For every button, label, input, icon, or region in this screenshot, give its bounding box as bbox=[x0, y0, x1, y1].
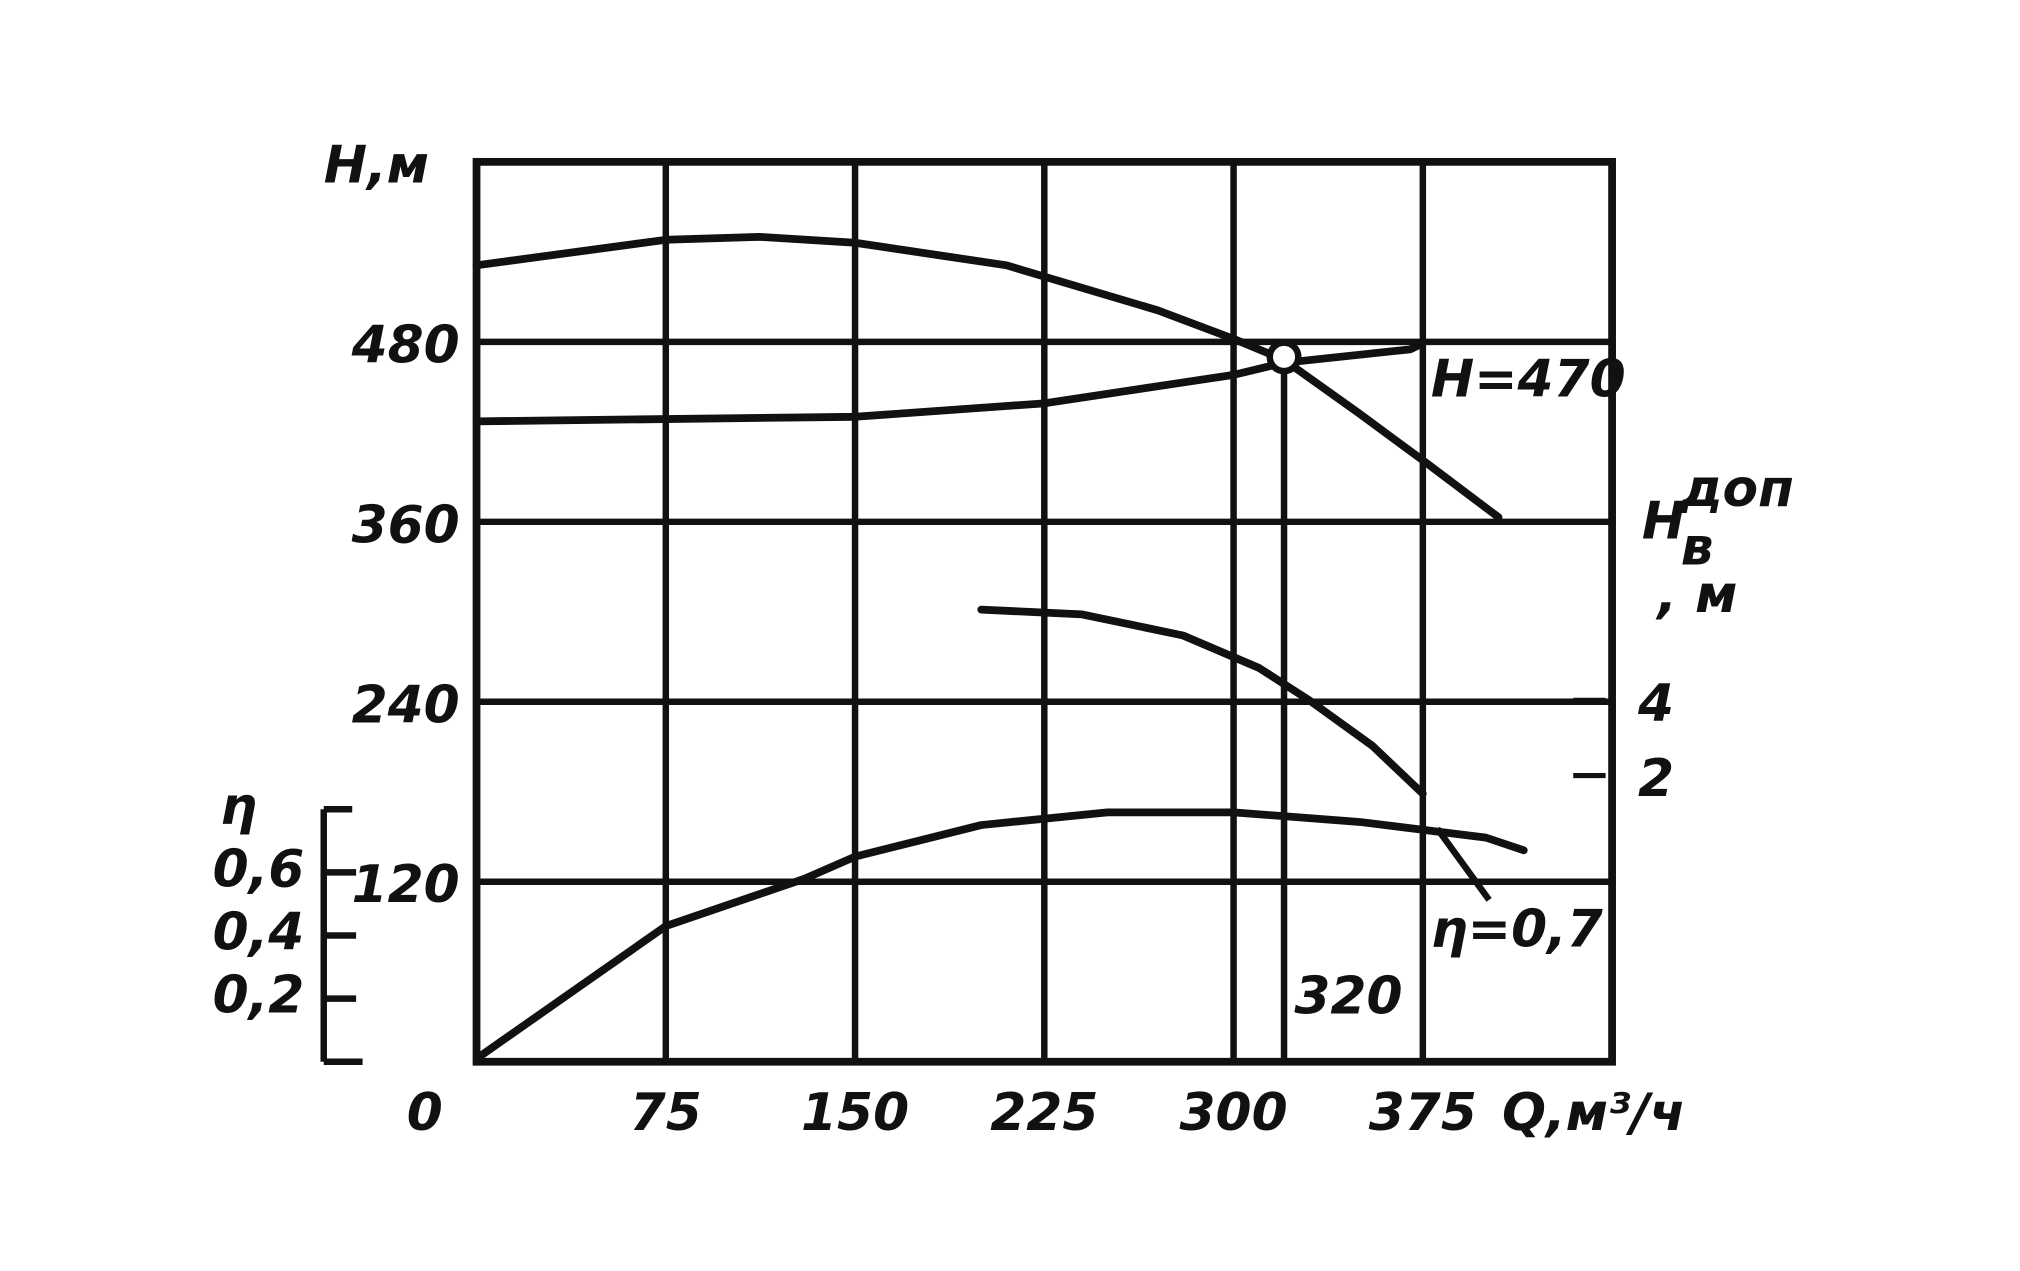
curve bbox=[472, 808, 1528, 1063]
operating-point bbox=[1266, 339, 1302, 375]
y2-title-sub: в bbox=[1681, 517, 1714, 577]
x-tick-label: 375 bbox=[1369, 1083, 1477, 1143]
eta-tick-label: 0,2 bbox=[213, 966, 305, 1026]
curve bbox=[472, 339, 1427, 426]
y-tick-label: 240 bbox=[352, 675, 460, 735]
x-tick-label: 300 bbox=[1180, 1083, 1288, 1143]
eta-tick-label: 0,4 bbox=[213, 903, 305, 963]
y2-tick-label: 4 bbox=[1637, 674, 1674, 734]
x-axis-title: Q,м³/ч bbox=[1502, 1083, 1685, 1143]
x-tick-label: 225 bbox=[990, 1083, 1098, 1143]
y-tick-label: 360 bbox=[352, 495, 460, 555]
operating-q-label: 320 bbox=[1294, 967, 1402, 1027]
y-tick-label: 120 bbox=[352, 855, 460, 915]
y-tick-label: 480 bbox=[351, 315, 460, 375]
eta-axis-title: η bbox=[220, 776, 257, 836]
eta-tick-label: 0,6 bbox=[213, 839, 305, 899]
y2-title-main: H bbox=[1642, 491, 1685, 551]
x-tick-label: 150 bbox=[801, 1083, 909, 1143]
y-axis-title: H,м bbox=[324, 135, 429, 195]
eta-leader bbox=[1434, 826, 1492, 902]
curve bbox=[472, 232, 1503, 522]
operating-h-label: H=470 bbox=[1431, 350, 1626, 410]
eta-note: η=0,7 bbox=[1431, 899, 1603, 959]
curve bbox=[977, 605, 1427, 798]
x-tick-label: 75 bbox=[630, 1083, 702, 1143]
y2-tick-label: 2 bbox=[1638, 749, 1674, 809]
y2-title-unit: , м bbox=[1655, 565, 1737, 625]
x-tick-label: 0 bbox=[407, 1083, 443, 1143]
y2-title-sup: доп bbox=[1680, 459, 1794, 519]
